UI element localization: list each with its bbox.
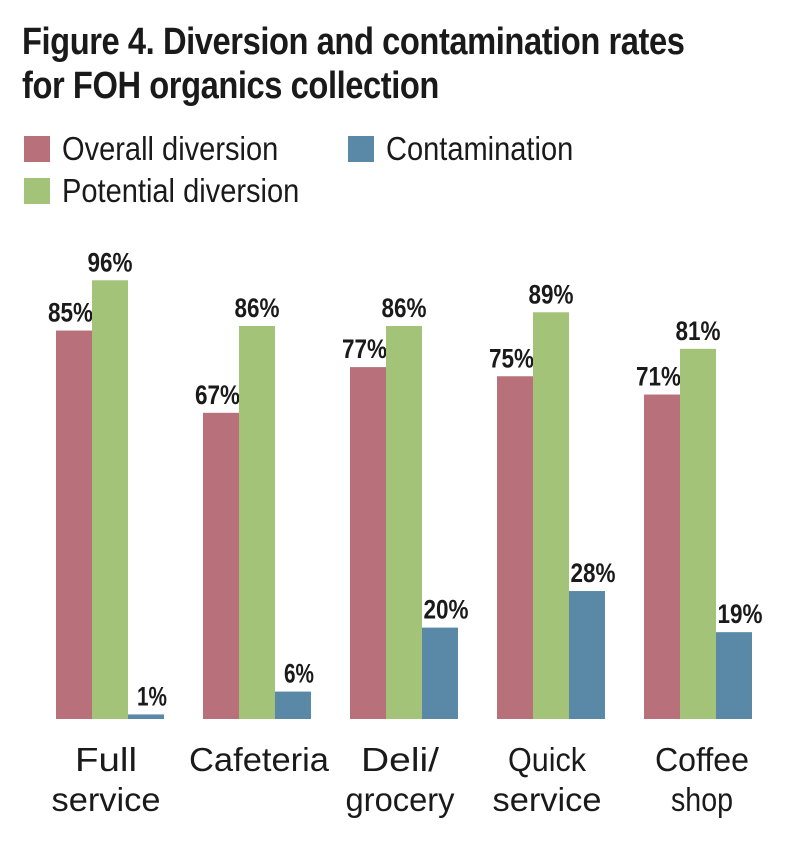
data-label-contamination-full-service: 1% (137, 681, 167, 711)
bar-contamination-full-service (128, 714, 164, 719)
bar-contamination-quick-service (569, 591, 605, 719)
data-label-contamination-cafeteria: 6% (284, 659, 314, 689)
category-label-full-service-line-2: service (52, 781, 161, 818)
legend-item-contamination: Contamination (348, 130, 599, 168)
chart-title: Figure 4. Diversion and contamination ra… (22, 20, 685, 108)
bar-overall-diversion-full-service (56, 330, 92, 719)
category-label-coffee-shop-line-2: shop (671, 781, 733, 818)
chart-title-line-2: for FOH organics collection (22, 65, 439, 107)
data-label-potential-diversion-cafeteria: 86% (235, 293, 280, 323)
data-label-potential-diversion-full-service: 96% (88, 247, 133, 277)
data-label-overall-diversion-cafeteria: 67% (195, 380, 240, 410)
legend-label-contamination: Contamination (386, 130, 574, 167)
data-label-contamination-deli-grocery: 20% (424, 595, 469, 625)
chart-title-line-1: Figure 4. Diversion and contamination ra… (22, 21, 685, 63)
category-label-deli-grocery-line-2: grocery (346, 781, 455, 818)
legend-swatch-overall-diversion (24, 136, 50, 162)
legend-swatch-potential-diversion (24, 178, 50, 204)
category-label-deli-grocery-line-1: Deli/ (361, 741, 440, 778)
legend-item-overall-diversion: Overall diversion (24, 130, 308, 168)
legend-label-potential-diversion: Potential diversion (62, 172, 300, 209)
bar-contamination-coffee-shop (716, 632, 752, 719)
legend-item-potential-diversion: Potential diversion (24, 172, 332, 210)
category-label-coffee-shop-line-1: Coffee (655, 741, 749, 778)
category-label-full-service-line-1: Full (75, 741, 137, 778)
bar-overall-diversion-cafeteria (203, 412, 239, 719)
category-label-cafeteria-line-1: Cafeteria (189, 741, 330, 778)
legend-swatch-contamination (348, 136, 374, 162)
bar-potential-diversion-quick-service (533, 312, 569, 719)
bar-potential-diversion-deli-grocery (386, 325, 422, 719)
data-label-overall-diversion-coffee-shop: 71% (636, 362, 681, 392)
data-label-potential-diversion-quick-service: 89% (529, 279, 574, 309)
data-label-overall-diversion-quick-service: 75% (489, 343, 534, 373)
bar-contamination-cafeteria (275, 691, 311, 719)
bar-contamination-deli-grocery (422, 627, 458, 719)
bar-potential-diversion-cafeteria (239, 325, 275, 719)
data-label-contamination-coffee-shop: 19% (718, 599, 763, 629)
data-label-potential-diversion-coffee-shop: 81% (676, 316, 721, 346)
bar-potential-diversion-coffee-shop (680, 348, 716, 719)
legend-label-overall-diversion: Overall diversion (62, 130, 279, 167)
category-label-quick-service-line-1: Quick (508, 741, 586, 778)
data-label-overall-diversion-full-service: 85% (48, 298, 93, 328)
bar-overall-diversion-deli-grocery (350, 367, 386, 719)
data-label-overall-diversion-deli-grocery: 77% (342, 334, 387, 364)
bar-overall-diversion-coffee-shop (644, 394, 680, 719)
bar-overall-diversion-quick-service (497, 376, 533, 719)
data-label-potential-diversion-deli-grocery: 86% (382, 293, 427, 323)
bar-potential-diversion-full-service (92, 280, 128, 719)
data-label-contamination-quick-service: 28% (571, 558, 616, 588)
category-label-quick-service-line-2: service (493, 781, 602, 818)
